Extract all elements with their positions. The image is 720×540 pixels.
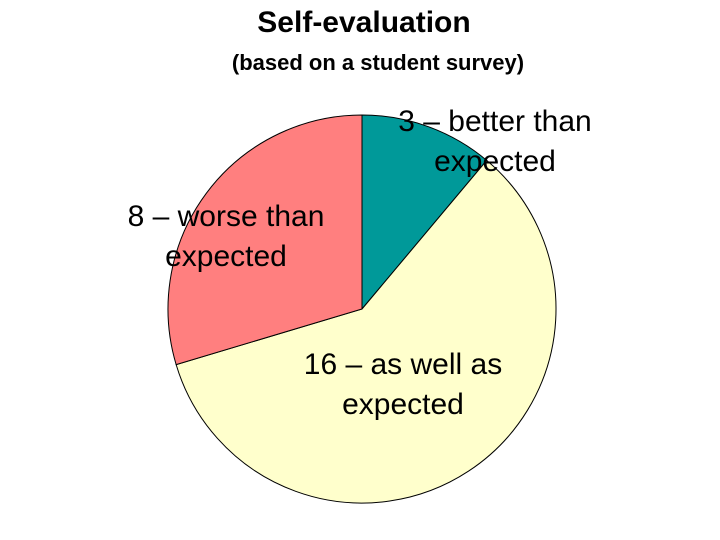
pie-slice-label-line: 8 – worse than [128, 200, 325, 233]
chart-title: Self-evaluation [257, 6, 471, 39]
pie-slice-label-line: 16 – as well as [304, 348, 502, 381]
pie-slices [167, 114, 557, 504]
pie-slice-label-line: expected [434, 145, 556, 178]
pie-slice-label-0: 3 – better than expected [398, 105, 591, 178]
pie-slice-label-line: expected [342, 388, 464, 421]
pie-slice-0 [361, 114, 488, 311]
pie-slice-2 [167, 114, 363, 366]
pie-slice-label-2: 8 – worse than expected [128, 200, 325, 273]
chart-subtitle: (based on a student survey) [231, 50, 525, 75]
pie-slice-1 [175, 159, 557, 504]
pie-slice-label-1: 16 – as well as expected [304, 348, 502, 421]
pie-slice-label-line: 3 – better than [398, 105, 591, 138]
pie-labels: 3 – better than expected 16 – as well as ex… [128, 105, 592, 421]
pie-slice-label-line: expected [165, 240, 287, 273]
